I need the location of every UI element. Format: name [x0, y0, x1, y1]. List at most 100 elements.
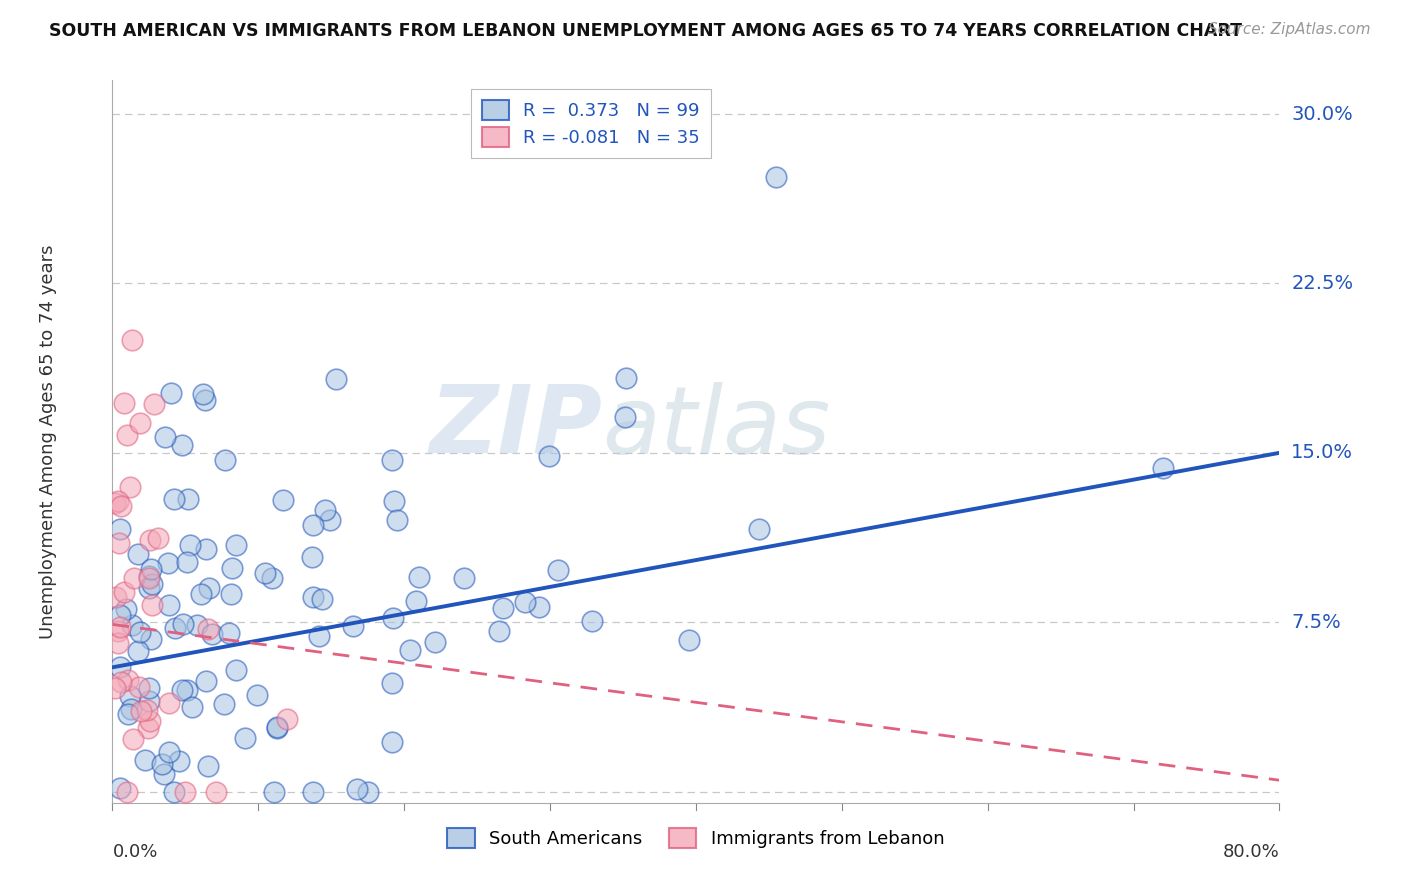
Point — [122, 571, 145, 585]
Point — [302, 784, 325, 798]
Point — [423, 635, 446, 649]
Point — [139, 632, 162, 646]
Point — [302, 591, 325, 605]
Point — [163, 784, 186, 798]
Point — [138, 570, 160, 584]
Point — [253, 566, 276, 580]
Point — [276, 712, 298, 726]
Point — [381, 453, 404, 467]
Point — [311, 592, 333, 607]
Point — [110, 675, 132, 690]
Point — [155, 430, 177, 444]
Text: 7.5%: 7.5% — [1291, 613, 1341, 632]
Point — [146, 531, 169, 545]
Point — [139, 714, 162, 728]
Point — [138, 721, 160, 735]
Point — [176, 682, 198, 697]
Text: 0.0%: 0.0% — [112, 844, 157, 862]
Point — [346, 781, 368, 796]
Point — [157, 696, 180, 710]
Point — [221, 561, 243, 575]
Point — [121, 617, 143, 632]
Point — [143, 397, 166, 411]
Point — [765, 170, 787, 185]
Point — [581, 614, 603, 628]
Point — [121, 732, 143, 747]
Point — [381, 611, 404, 625]
Point — [157, 556, 180, 570]
Point — [163, 621, 186, 635]
Point — [246, 688, 269, 702]
Point — [153, 767, 176, 781]
Point — [260, 571, 283, 585]
Point — [120, 702, 142, 716]
Text: 30.0%: 30.0% — [1291, 104, 1353, 124]
Point — [127, 547, 149, 561]
Point — [538, 449, 561, 463]
Text: Unemployment Among Ages 65 to 74 years: Unemployment Among Ages 65 to 74 years — [39, 244, 58, 639]
Point — [197, 759, 219, 773]
Point — [748, 522, 770, 536]
Point — [150, 757, 173, 772]
Point — [117, 784, 139, 798]
Point — [141, 577, 163, 591]
Point — [263, 784, 285, 798]
Point — [134, 753, 156, 767]
Legend: South Americans, Immigrants from Lebanon: South Americans, Immigrants from Lebanon — [440, 821, 952, 855]
Point — [112, 585, 135, 599]
Point — [221, 587, 243, 601]
Point — [527, 599, 550, 614]
Point — [108, 607, 131, 622]
Text: atlas: atlas — [603, 382, 831, 473]
Point — [194, 542, 217, 557]
Point — [308, 628, 330, 642]
Point — [271, 493, 294, 508]
Point — [157, 745, 180, 759]
Point — [319, 513, 342, 527]
Point — [112, 396, 135, 410]
Point — [108, 522, 131, 536]
Point — [129, 704, 152, 718]
Point — [118, 480, 141, 494]
Point — [381, 734, 404, 748]
Point — [515, 595, 537, 609]
Point — [118, 689, 141, 703]
Point — [614, 410, 637, 425]
Text: 80.0%: 80.0% — [1223, 844, 1279, 862]
Point — [107, 536, 129, 550]
Point — [138, 581, 160, 595]
Point — [128, 680, 150, 694]
Point — [121, 333, 143, 347]
Point — [179, 538, 201, 552]
Point — [157, 598, 180, 612]
Point — [172, 617, 194, 632]
Text: Source: ZipAtlas.com: Source: ZipAtlas.com — [1208, 22, 1371, 37]
Point — [138, 681, 160, 695]
Point — [266, 720, 288, 734]
Point — [191, 387, 214, 401]
Point — [176, 492, 198, 507]
Point — [492, 601, 515, 615]
Point — [172, 682, 194, 697]
Text: SOUTH AMERICAN VS IMMIGRANTS FROM LEBANON UNEMPLOYMENT AMONG AGES 65 TO 74 YEARS: SOUTH AMERICAN VS IMMIGRANTS FROM LEBANO… — [49, 22, 1243, 40]
Point — [162, 491, 184, 506]
Point — [107, 624, 129, 639]
Point — [141, 598, 163, 612]
Point — [138, 694, 160, 708]
Point — [174, 784, 197, 798]
Point — [382, 494, 405, 508]
Point — [302, 517, 325, 532]
Text: 22.5%: 22.5% — [1291, 274, 1353, 293]
Point — [325, 372, 347, 386]
Point — [547, 563, 569, 577]
Point — [1152, 460, 1174, 475]
Point — [139, 562, 162, 576]
Point — [225, 663, 247, 677]
Point — [399, 642, 422, 657]
Point — [357, 784, 380, 798]
Point — [108, 620, 131, 634]
Point — [117, 707, 139, 722]
Point — [117, 673, 139, 687]
Point — [488, 624, 510, 638]
Text: ZIP: ZIP — [430, 381, 603, 473]
